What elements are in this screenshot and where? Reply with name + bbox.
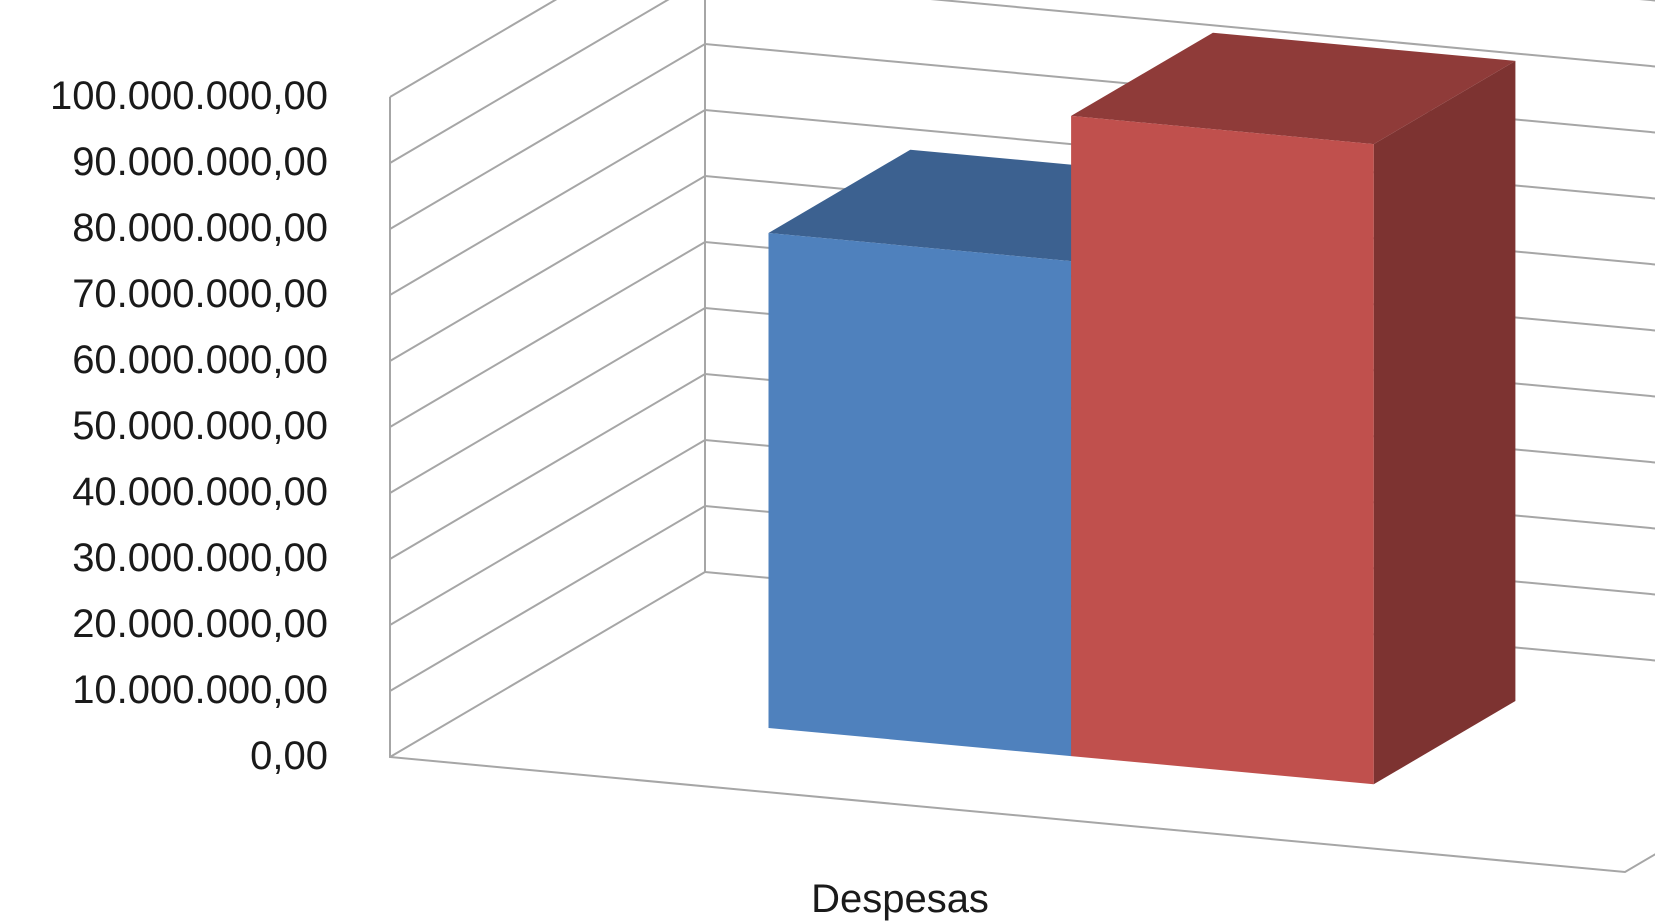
gridline — [389, 0, 1655, 164]
y-axis-tick-label: 0,00 — [250, 734, 328, 778]
y-axis-tick-label: 50.000.000,00 — [72, 404, 328, 448]
y-axis-tick-label: 70.000.000,00 — [72, 272, 328, 316]
bar-front-face — [1071, 115, 1374, 785]
y-axis-tick-label: 30.000.000,00 — [72, 536, 328, 580]
bar-side-face — [1373, 60, 1516, 785]
gridline — [389, 438, 1655, 626]
gridline — [389, 42, 1655, 230]
y-axis-tick-label: 40.000.000,00 — [72, 470, 328, 514]
y-axis-tick-label: 20.000.000,00 — [72, 602, 328, 646]
gridline — [389, 108, 1655, 296]
gridline — [389, 0, 1655, 98]
gridline — [389, 504, 1655, 692]
y-axis-tick-label: 80.000.000,00 — [72, 206, 328, 250]
bar-front-face — [768, 233, 1072, 757]
gridlines — [389, 0, 1655, 692]
bar-top-face — [1071, 32, 1516, 145]
x-axis-category-label: Despesas — [811, 877, 989, 921]
gridline — [389, 372, 1655, 560]
floor-left-edge — [389, 571, 706, 758]
gridline — [389, 240, 1655, 428]
y-axis-tick-label: 90.000.000,00 — [72, 140, 328, 184]
y-axis-tick-label: 10.000.000,00 — [72, 668, 328, 712]
y-axis-tick-label: 60.000.000,00 — [72, 338, 328, 382]
bars — [768, 32, 1516, 785]
bar-series-2 — [1071, 32, 1516, 785]
y-axis-tick-labels: 0,00 10.000.000,00 20.000.000,00 30.000.000… — [50, 74, 328, 778]
gridline — [389, 174, 1655, 362]
y-axis-tick-label: 100.000.000,00 — [50, 74, 328, 118]
gridline — [389, 306, 1655, 494]
